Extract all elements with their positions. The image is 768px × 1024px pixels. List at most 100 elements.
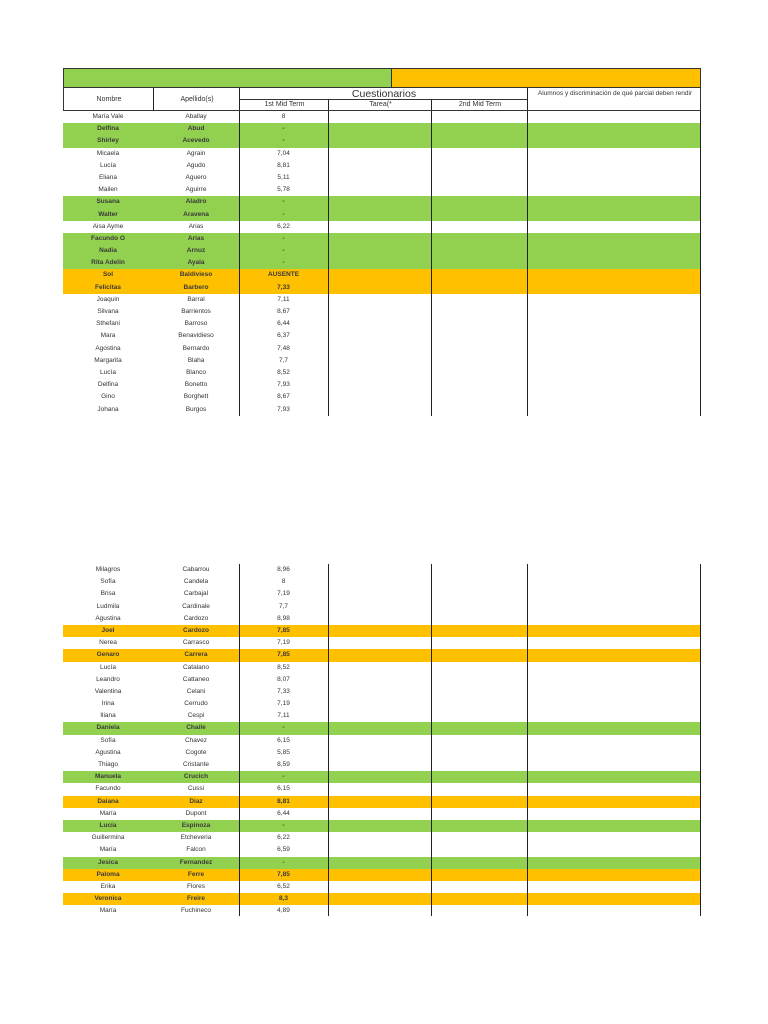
nombre-cell: Erika — [100, 882, 116, 890]
apellido-cell: Blaha — [187, 356, 205, 364]
apellido-cell: Cogote — [185, 748, 207, 756]
nombre-cell: Lucía — [100, 368, 116, 376]
mid2-cell — [431, 160, 527, 172]
nombre-cell: Lucía — [100, 663, 116, 671]
mid2-cell — [431, 857, 527, 869]
grid-line — [431, 111, 432, 416]
mid2-cell — [431, 576, 527, 588]
nombre-cell: Facundo O — [91, 234, 125, 242]
mid1-cell: 7,04 — [277, 149, 290, 157]
notes-cell — [527, 808, 701, 820]
table-row: María Fuchineco 4,89 — [63, 905, 701, 917]
grid-line — [328, 111, 329, 416]
table-row: Milagros Cabarrou 8,96 — [63, 564, 701, 576]
table-row: Lucía Espinoza - — [63, 819, 701, 833]
notes-cell — [527, 674, 701, 686]
apellido-cell: Acevedo — [182, 137, 210, 145]
nombre-cell: Guillermina — [91, 834, 125, 842]
tarea-cell — [328, 184, 431, 196]
tarea-cell — [328, 674, 431, 686]
mid1-cell: 7,48 — [277, 344, 290, 352]
table-row: Brisa Carbajal 7,19 — [63, 588, 701, 600]
mid1-cell: 7,93 — [277, 381, 290, 389]
table-row: Daiana Diaz 8,81 — [63, 795, 701, 808]
apellido-cell: Flores — [186, 882, 206, 890]
tarea-cell — [328, 820, 431, 832]
apellido-cell: Barroso — [184, 320, 208, 328]
tarea-cell — [328, 881, 431, 893]
student-list-section-1: María Vale Aballay 8 Delfina Abud - Shirley Ace… — [63, 111, 701, 416]
apellido-cell: Agudo — [186, 161, 206, 169]
table-row: Rita Adelin Ayala - — [63, 257, 701, 270]
mid2-cell — [431, 674, 527, 686]
banner-green-cell — [64, 69, 392, 87]
tarea-cell — [328, 686, 431, 698]
mid2-cell — [431, 209, 527, 221]
nombre-cell: María — [99, 907, 117, 915]
mid2-cell — [431, 330, 527, 342]
apellido-cell: Etcheveria — [180, 834, 212, 842]
table-row: Susana Aladro - — [63, 196, 701, 209]
mid1-cell: - — [282, 259, 285, 267]
nombre-cell: Silvana — [97, 308, 119, 315]
apellido-cell: Abud — [187, 125, 205, 133]
nombre-cell: Veronica — [94, 895, 122, 903]
apellido-cell: Arias — [187, 234, 205, 242]
nombre-cell: Thiago — [98, 761, 118, 768]
table-row: Delfina Bonetto 7,93 — [63, 379, 701, 391]
table-row: Mara Benavidieso 6,37 — [63, 330, 701, 342]
tarea-cell — [328, 257, 431, 269]
tarea-cell — [328, 662, 431, 674]
mid1-cell: 7,33 — [277, 283, 290, 291]
notes-cell — [527, 625, 701, 637]
mid1-cell: 6,44 — [277, 320, 290, 328]
apellido-cell: Barrientos — [181, 308, 211, 315]
apellido-cell: Dupont — [185, 809, 207, 817]
notes-cell — [527, 771, 701, 783]
nombre-cell: Iliana — [100, 712, 116, 720]
tarea-cell — [328, 649, 431, 661]
mid2-cell — [431, 564, 527, 576]
table-row: Manuela Crucich - — [63, 771, 701, 784]
mid2-cell — [431, 722, 527, 734]
table-row: Sol Baldivieso AUSENTE — [63, 269, 701, 282]
mid1-cell: AUSENTE — [267, 271, 300, 279]
nombre-cell: Mailen — [98, 186, 118, 194]
tarea-cell — [328, 576, 431, 588]
tarea-cell — [328, 379, 431, 391]
table-row: Iliana Cespi 7,11 — [63, 710, 701, 722]
tarea-cell — [328, 796, 431, 808]
tarea-cell — [328, 844, 431, 856]
header-1st-mid-term: 1st Mid Term — [264, 101, 305, 108]
notes-cell — [527, 820, 701, 832]
mid1-cell: 8,52 — [277, 368, 290, 376]
mid1-cell: 4,89 — [277, 907, 290, 915]
mid1-cell: 8,52 — [277, 663, 290, 671]
mid2-cell — [431, 893, 527, 905]
notes-cell — [527, 564, 701, 576]
table-row: Johana Burgos 7,93 — [63, 404, 701, 416]
header-nombre: Nombre — [96, 95, 122, 103]
apellido-cell: Cespi — [187, 712, 205, 720]
nombre-cell: María — [99, 809, 117, 817]
tarea-cell — [328, 601, 431, 613]
tarea-cell — [328, 160, 431, 172]
nombre-cell: Gino — [101, 393, 115, 401]
nombre-cell: Daniela — [96, 724, 120, 732]
tarea-cell — [328, 698, 431, 710]
tarea-cell — [328, 808, 431, 820]
mid2-cell — [431, 844, 527, 856]
table-row: Facundo O Arias - — [63, 232, 701, 246]
apellido-cell: Espinoza — [181, 821, 211, 829]
notes-cell — [527, 306, 701, 318]
mid1-cell: - — [282, 821, 285, 829]
mid1-cell: 6,44 — [277, 809, 290, 817]
mid1-cell: 7,33 — [277, 687, 290, 695]
tarea-cell — [328, 832, 431, 844]
nombre-cell: Felicitas — [94, 283, 121, 291]
nombre-cell: Sofía — [100, 578, 116, 586]
notes-cell — [527, 759, 701, 771]
mid2-cell — [431, 601, 527, 613]
apellido-cell: Carrasco — [182, 639, 210, 647]
mid2-cell — [431, 881, 527, 893]
